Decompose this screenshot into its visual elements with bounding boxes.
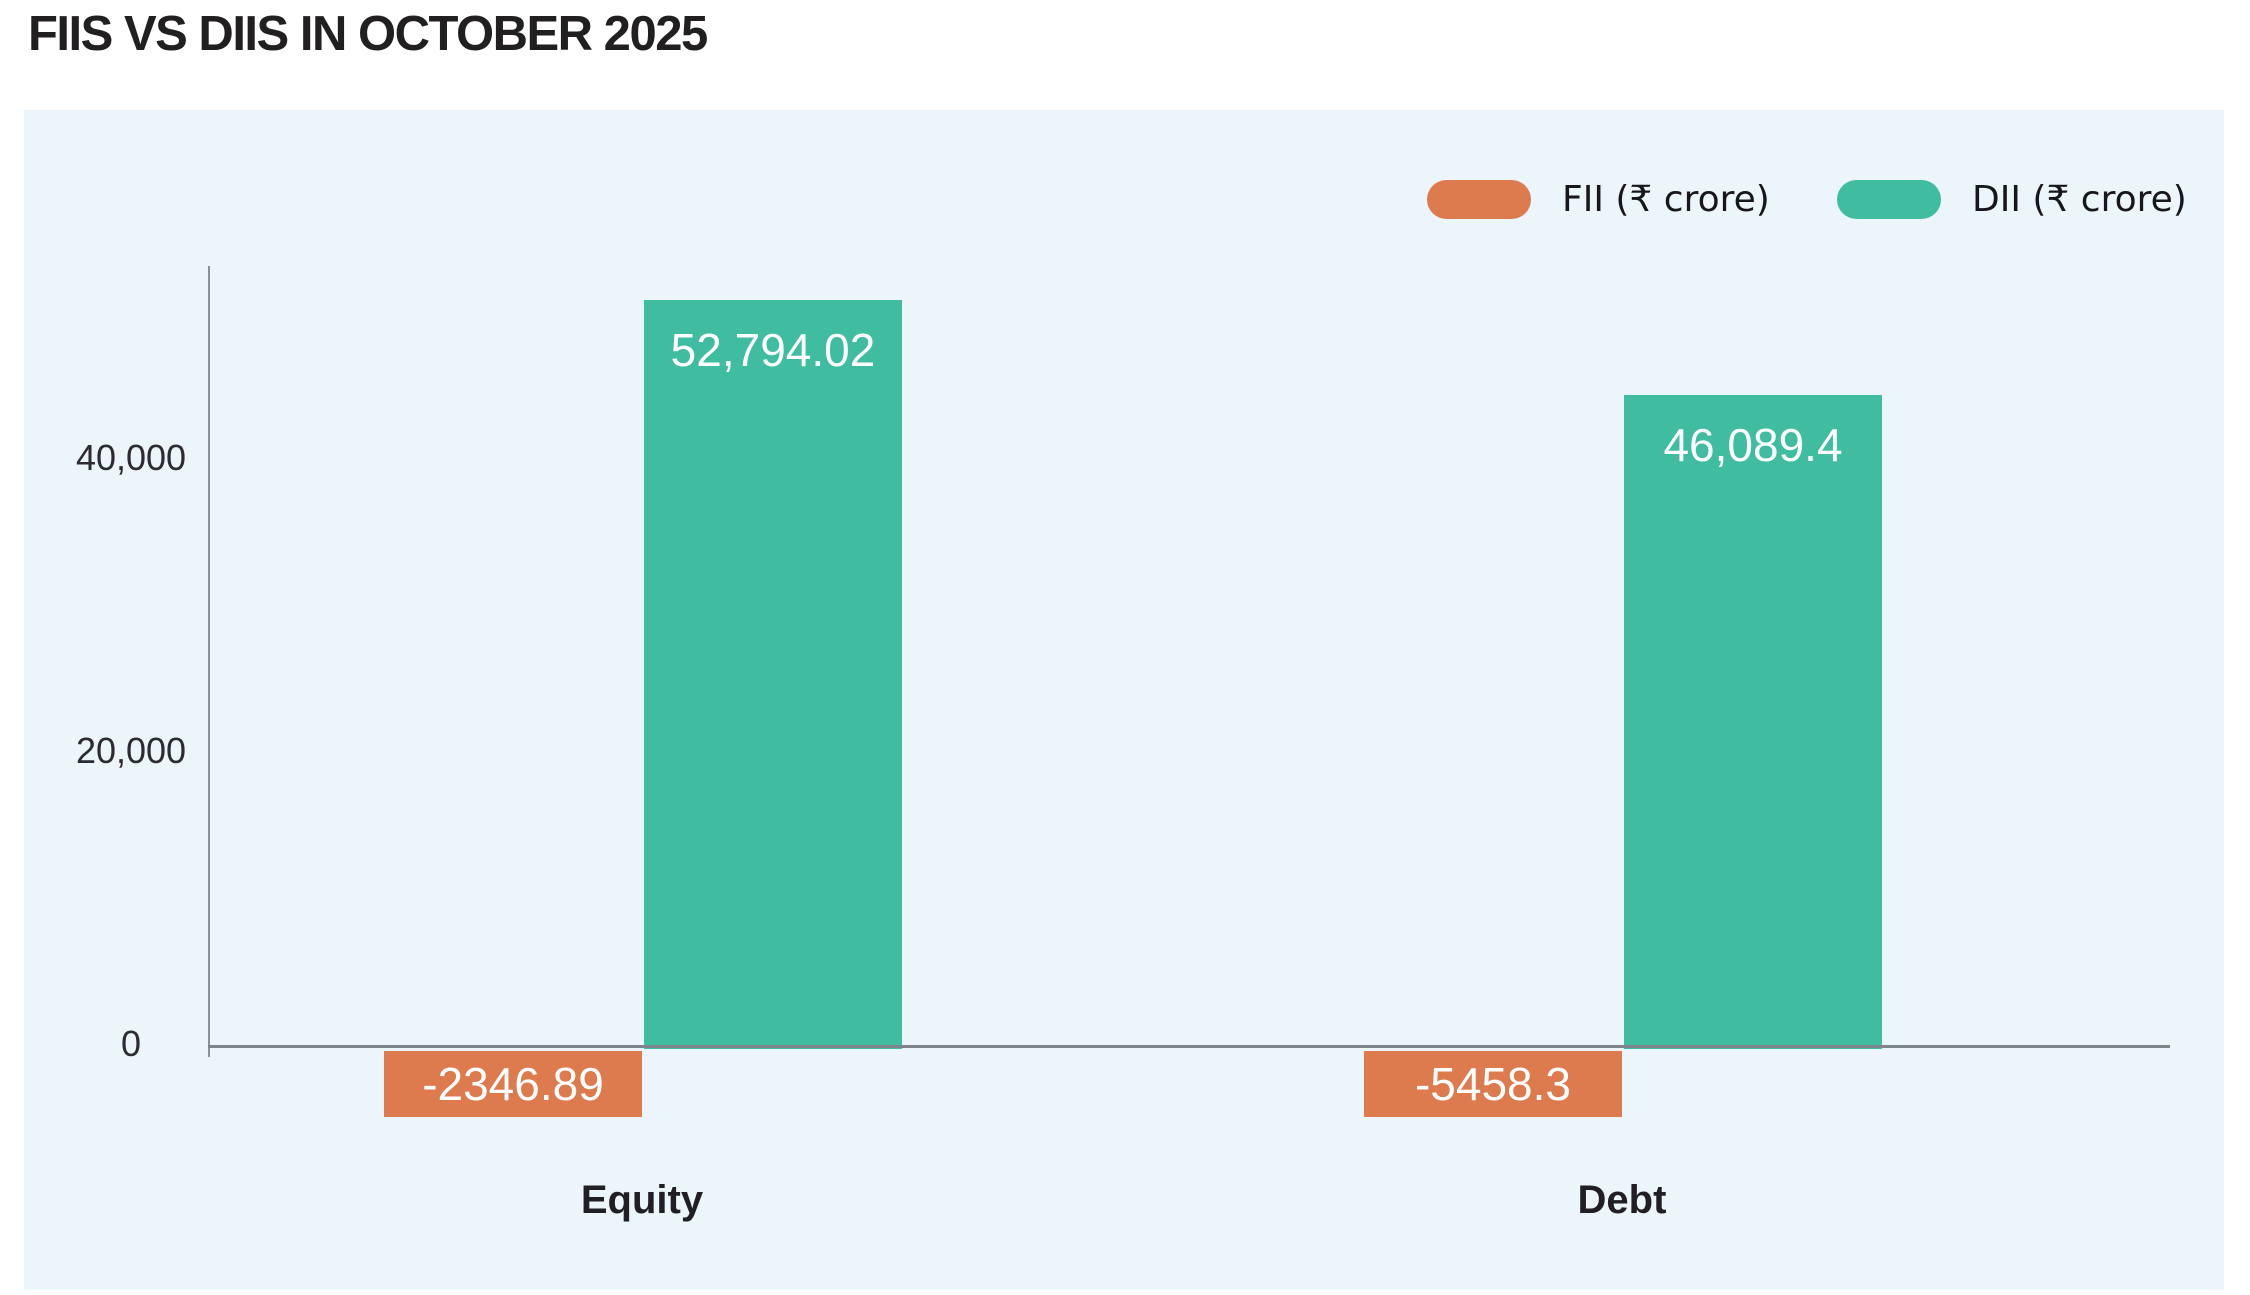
legend-label-fii: FII (₹ crore) [1562, 179, 1770, 220]
bar-equity-fii[interactable]: -2346.89 [384, 1051, 642, 1117]
bar-debt-dii[interactable]: 46,089.4 [1624, 395, 1882, 1049]
legend-label-dii: DII (₹ crore) [1972, 179, 2187, 220]
bar-value-label-debt-dii: 46,089.4 [1663, 419, 1843, 471]
chart-panel: FII (₹ crore) DII (₹ crore) 0 20,000 40,… [24, 110, 2224, 1290]
bar-equity-dii[interactable]: 52,794.02 [644, 300, 902, 1049]
fii-legend-swatch [1427, 180, 1531, 219]
y-axis-line [208, 266, 210, 1057]
page-title: FIIS VS DIIS IN OCTOBER 2025 [28, 7, 708, 61]
legend-item-dii[interactable]: DII (₹ crore) [1837, 179, 2187, 220]
x-axis-line [208, 1045, 2170, 1048]
bar-value-label-equity-fii: -2346.89 [422, 1058, 604, 1110]
dii-legend-swatch [1837, 180, 1941, 219]
category-label-debt: Debt [1577, 1178, 1667, 1222]
bar-debt-fii[interactable]: -5458.3 [1364, 1051, 1622, 1117]
y-tick-20000: 20,000 [75, 730, 187, 771]
category-label-equity: Equity [580, 1178, 704, 1222]
y-tick-40000: 40,000 [75, 437, 187, 478]
y-tick-0: 0 [120, 1023, 142, 1064]
bar-value-label-equity-dii: 52,794.02 [670, 324, 876, 376]
bar-value-label-debt-fii: -5458.3 [1414, 1058, 1571, 1110]
legend-item-fii[interactable]: FII (₹ crore) [1427, 179, 1770, 220]
